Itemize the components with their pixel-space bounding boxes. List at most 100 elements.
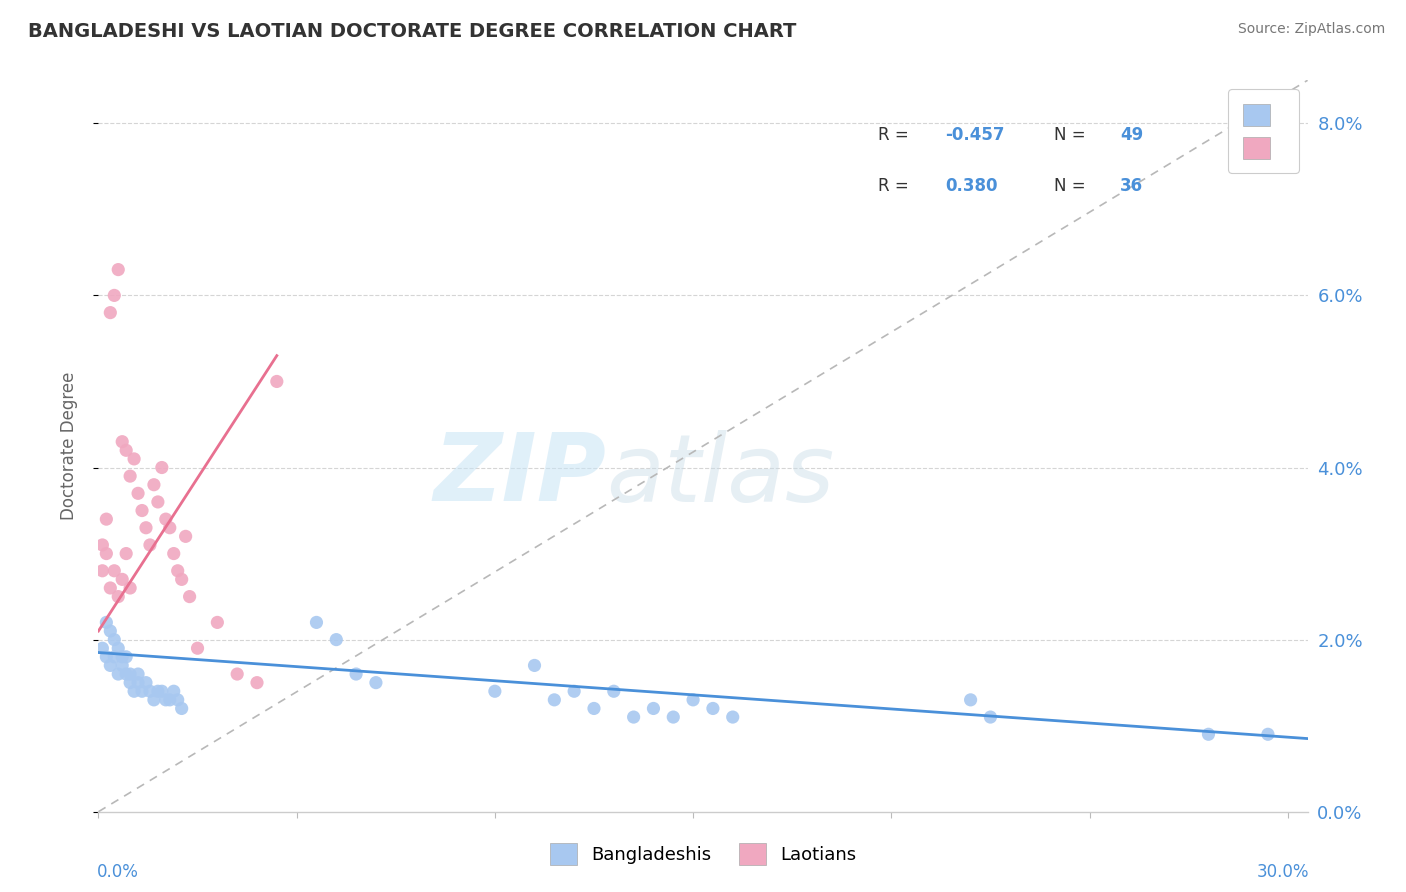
Point bbox=[127, 675, 149, 690]
Point bbox=[226, 667, 249, 681]
Point bbox=[179, 590, 201, 604]
Text: 0.0%: 0.0% bbox=[97, 863, 139, 881]
Text: 36: 36 bbox=[1121, 178, 1143, 195]
Point bbox=[91, 538, 114, 552]
Point bbox=[111, 573, 134, 587]
Point bbox=[146, 495, 169, 509]
Point bbox=[122, 684, 145, 698]
Point bbox=[1198, 727, 1220, 741]
Point bbox=[96, 649, 118, 664]
Text: ZIP: ZIP bbox=[433, 429, 606, 521]
Point bbox=[139, 538, 162, 552]
Text: R =: R = bbox=[879, 126, 914, 145]
Point bbox=[170, 701, 193, 715]
Point bbox=[266, 375, 288, 389]
Y-axis label: Doctorate Degree: Doctorate Degree bbox=[59, 372, 77, 520]
Point bbox=[159, 521, 181, 535]
Point bbox=[159, 693, 181, 707]
Point bbox=[344, 667, 367, 681]
Point bbox=[91, 641, 114, 656]
Point bbox=[103, 632, 125, 647]
Point bbox=[186, 641, 208, 656]
Text: N =: N = bbox=[1053, 126, 1091, 145]
Point bbox=[115, 649, 138, 664]
Point bbox=[120, 667, 142, 681]
Point bbox=[98, 581, 121, 595]
Point bbox=[623, 710, 645, 724]
Point bbox=[702, 701, 724, 715]
Point bbox=[562, 684, 585, 698]
Point bbox=[96, 512, 118, 526]
Text: 30.0%: 30.0% bbox=[1257, 863, 1309, 881]
Point bbox=[98, 305, 121, 319]
Point bbox=[107, 641, 129, 656]
Point bbox=[107, 262, 129, 277]
Text: 0.380: 0.380 bbox=[945, 178, 997, 195]
Point bbox=[122, 451, 145, 466]
Point bbox=[582, 701, 605, 715]
Point bbox=[170, 573, 193, 587]
Point bbox=[111, 649, 134, 664]
Point bbox=[163, 547, 186, 561]
Point bbox=[98, 658, 121, 673]
Point bbox=[146, 684, 169, 698]
Text: Source: ZipAtlas.com: Source: ZipAtlas.com bbox=[1237, 22, 1385, 37]
Text: R =: R = bbox=[879, 178, 914, 195]
Point bbox=[98, 624, 121, 638]
Point bbox=[603, 684, 626, 698]
Legend: , : , bbox=[1227, 89, 1299, 173]
Point bbox=[484, 684, 506, 698]
Point bbox=[103, 564, 125, 578]
Point bbox=[103, 649, 125, 664]
Point bbox=[142, 477, 165, 491]
Point bbox=[979, 710, 1001, 724]
Point bbox=[643, 701, 665, 715]
Point bbox=[155, 693, 177, 707]
Point bbox=[111, 658, 134, 673]
Text: atlas: atlas bbox=[606, 430, 835, 521]
Point bbox=[959, 693, 981, 707]
Point bbox=[142, 693, 165, 707]
Point bbox=[523, 658, 546, 673]
Point bbox=[107, 667, 129, 681]
Point bbox=[721, 710, 744, 724]
Point bbox=[364, 675, 387, 690]
Point bbox=[207, 615, 229, 630]
Point bbox=[662, 710, 685, 724]
Point bbox=[325, 632, 347, 647]
Point bbox=[246, 675, 269, 690]
Point bbox=[1257, 727, 1279, 741]
Point bbox=[135, 675, 157, 690]
Point bbox=[166, 564, 188, 578]
Point bbox=[115, 547, 138, 561]
Point bbox=[305, 615, 328, 630]
Point bbox=[150, 684, 173, 698]
Point bbox=[135, 521, 157, 535]
Point bbox=[103, 288, 125, 302]
Point bbox=[107, 590, 129, 604]
Point bbox=[96, 615, 118, 630]
Point bbox=[91, 564, 114, 578]
Point bbox=[131, 684, 153, 698]
Point bbox=[174, 529, 197, 543]
Point bbox=[166, 693, 188, 707]
Point bbox=[111, 434, 134, 449]
Point bbox=[120, 469, 142, 483]
Text: BANGLADESHI VS LAOTIAN DOCTORATE DEGREE CORRELATION CHART: BANGLADESHI VS LAOTIAN DOCTORATE DEGREE … bbox=[28, 22, 796, 41]
Point bbox=[139, 684, 162, 698]
Point bbox=[96, 547, 118, 561]
Point bbox=[115, 443, 138, 458]
Point bbox=[127, 486, 149, 500]
Point bbox=[150, 460, 173, 475]
Point bbox=[131, 503, 153, 517]
Text: N =: N = bbox=[1053, 178, 1091, 195]
Point bbox=[120, 675, 142, 690]
Point bbox=[543, 693, 565, 707]
Point bbox=[127, 667, 149, 681]
Point bbox=[163, 684, 186, 698]
Point bbox=[155, 512, 177, 526]
Text: -0.457: -0.457 bbox=[945, 126, 1004, 145]
Point bbox=[115, 667, 138, 681]
Legend: Bangladeshis, Laotians: Bangladeshis, Laotians bbox=[541, 834, 865, 874]
Text: 49: 49 bbox=[1121, 126, 1143, 145]
